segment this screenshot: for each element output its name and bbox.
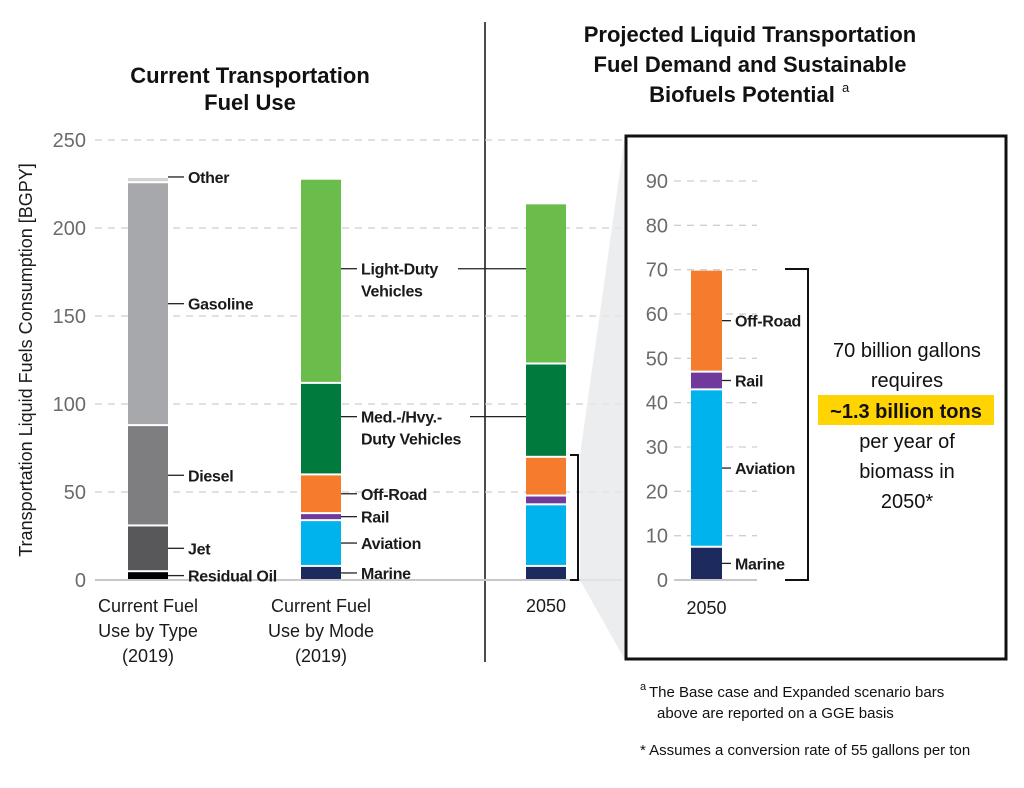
- left-title-line2: Fuel Use: [204, 90, 296, 115]
- bar-segment-gasoline: [128, 183, 168, 425]
- segment-label-diesel: Diesel: [188, 468, 233, 485]
- y-tick-label: 0: [657, 570, 668, 592]
- y-tick-label: 40: [646, 393, 668, 415]
- annotation-line2: requires: [871, 370, 943, 392]
- y-tick-label: 30: [646, 437, 668, 459]
- segment-label-off-road: Off-Road: [361, 487, 427, 504]
- zoom-funnel: [580, 135, 625, 660]
- bar-segment-med-hvy-duty-vehicles: [301, 383, 341, 474]
- bracket-2050: [570, 454, 579, 581]
- y-axis-label: Transportation Liquid Fuels Consumption …: [16, 163, 36, 557]
- segment-label-jet: Jet: [188, 541, 211, 558]
- segment-label-aviation: Aviation: [735, 461, 795, 478]
- bar-segment-rail: [526, 496, 566, 504]
- left-title-line1: Current Transportation: [130, 63, 370, 88]
- bar-segment-rail: [301, 514, 341, 520]
- bar-segment-marine: [691, 547, 722, 579]
- y-tick-label: 250: [53, 130, 86, 152]
- bar-segment-other: [128, 177, 168, 182]
- segment-label-marine: Marine: [361, 566, 411, 583]
- y-tick-label: 150: [53, 306, 86, 328]
- segment-label-light-duty-vehicles: Vehicles: [361, 284, 423, 301]
- segment-label-med-hvy-duty-vehicles: Duty Vehicles: [361, 432, 462, 449]
- y-tick-label: 0: [75, 570, 86, 592]
- y-tick-label: 10: [646, 526, 668, 548]
- bar-segment-marine: [526, 566, 566, 579]
- bar-segment-aviation: [691, 390, 722, 546]
- annotation-line1: 70 billion gallons: [833, 340, 981, 362]
- bar-segment-light-duty-vehicles: [526, 204, 566, 363]
- category-label: 2050: [526, 596, 566, 616]
- bar-segment-off-road: [691, 270, 722, 371]
- category-label: Use by Type: [98, 621, 198, 641]
- y-tick-label: 60: [646, 304, 668, 326]
- bar-segment-med-hvy-duty-vehicles: [526, 364, 566, 456]
- right-title-line2: Fuel Demand and Sustainable: [594, 52, 907, 77]
- segment-label-residual-oil: Residual Oil: [188, 569, 277, 586]
- bar-segment-off-road: [526, 457, 566, 495]
- bar-segment-jet: [128, 526, 168, 571]
- bar-segment-aviation: [526, 505, 566, 565]
- annotation-line6: 2050*: [881, 491, 933, 513]
- y-tick-label: 50: [646, 348, 668, 370]
- category-label: Current Fuel: [98, 596, 198, 616]
- annotation-line3-highlight: ~1.3 billion tons: [830, 401, 982, 423]
- right-title-line1: Projected Liquid Transportation: [584, 22, 916, 47]
- category-label: (2019): [295, 646, 347, 666]
- footnote-a-marker: a: [640, 681, 647, 693]
- segment-label-aviation: Aviation: [361, 536, 421, 553]
- segment-label-other: Other: [188, 170, 229, 187]
- category-label: Current Fuel: [271, 596, 371, 616]
- category-label: 2050: [686, 598, 726, 618]
- highlight-box: [818, 395, 994, 425]
- y-tick-label: 100: [53, 394, 86, 416]
- y-tick-label: 200: [53, 218, 86, 240]
- bracket-inset: [785, 268, 809, 581]
- bar-segment-marine: [301, 566, 341, 579]
- segment-label-rail: Rail: [735, 374, 763, 391]
- footnote-a-line2: above are reported on a GGE basis: [657, 705, 894, 722]
- segment-label-gasoline: Gasoline: [188, 297, 254, 314]
- right-title-line3: Biofuels Potential: [649, 82, 835, 107]
- category-label: (2019): [122, 646, 174, 666]
- footnote-a-line1: The Base case and Expanded scenario bars: [649, 684, 944, 701]
- category-label: Use by Mode: [268, 621, 374, 641]
- bar-segment-rail: [691, 372, 722, 389]
- bar-segment-diesel: [128, 426, 168, 525]
- y-tick-label: 70: [646, 260, 668, 282]
- segment-label-rail: Rail: [361, 510, 389, 527]
- bar-segment-residual-oil: [128, 572, 168, 579]
- segment-label-marine: Marine: [735, 556, 785, 573]
- segment-label-med-hvy-duty-vehicles: Med.-/Hvy.-: [361, 410, 442, 427]
- y-tick-label: 90: [646, 171, 668, 193]
- y-tick-label: 80: [646, 215, 668, 237]
- segment-label-light-duty-vehicles: Light-Duty: [361, 262, 438, 279]
- segment-label-off-road: Off-Road: [735, 314, 801, 331]
- y-tick-label: 50: [64, 482, 86, 504]
- y-tick-label: 20: [646, 481, 668, 503]
- annotation-line5: biomass in: [859, 461, 955, 483]
- annotation-line4: per year of: [859, 431, 955, 453]
- bar-segment-light-duty-vehicles: [301, 179, 341, 382]
- footnote-star: * Assumes a conversion rate of 55 gallon…: [640, 742, 970, 759]
- right-title-superscript: a: [842, 80, 850, 95]
- bar-segment-aviation: [301, 521, 341, 565]
- bar-segment-off-road: [301, 475, 341, 513]
